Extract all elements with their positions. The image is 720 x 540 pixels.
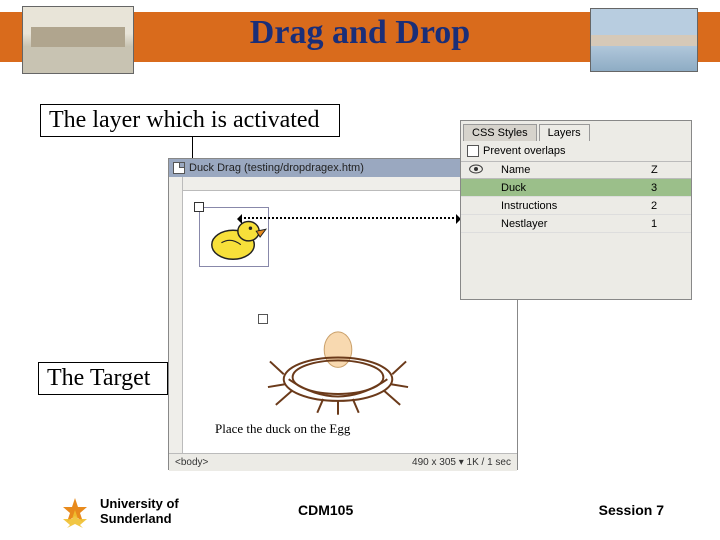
header-photo-left (22, 6, 134, 74)
status-tag[interactable]: <body> (175, 457, 208, 468)
ruler-vertical (169, 177, 183, 453)
layer-z: 1 (651, 218, 691, 230)
university-logo-icon (58, 494, 92, 528)
footer: University of Sunderland CDM105 Session … (0, 492, 720, 532)
status-size: 490 x 305 ▾ 1K / 1 sec (412, 457, 511, 468)
prevent-overlaps-label: Prevent overlaps (483, 145, 566, 157)
header-band: Drag and Drop (0, 6, 720, 68)
tab-layers[interactable]: Layers (539, 124, 590, 141)
tab-css-styles[interactable]: CSS Styles (463, 124, 537, 141)
column-name-header[interactable]: Name (491, 164, 651, 176)
document-icon (173, 162, 185, 174)
annotation-activated-layer: The layer which is activated (40, 104, 340, 137)
nest-layer[interactable] (263, 319, 413, 419)
layer-row-duck[interactable]: Duck 3 (461, 179, 691, 197)
prevent-overlaps-checkbox[interactable] (467, 145, 479, 157)
layer-name: Nestlayer (491, 218, 651, 230)
header-photo-right (590, 8, 698, 72)
eye-icon[interactable] (461, 163, 491, 178)
slide-title: Drag and Drop (250, 14, 470, 52)
layer-handle-icon[interactable] (258, 314, 268, 324)
layer-z: 3 (651, 182, 691, 194)
instruction-text: Place the duck on the Egg (215, 421, 350, 437)
university-name: University of Sunderland (100, 496, 179, 526)
layer-z: 2 (651, 200, 691, 212)
layer-row-instructions[interactable]: Instructions 2 (461, 197, 691, 215)
layers-panel: CSS Styles Layers Prevent overlaps Name … (460, 120, 692, 300)
layer-row-nestlayer[interactable]: Nestlayer 1 (461, 215, 691, 233)
session-number: Session 7 (599, 502, 664, 518)
layer-name: Duck (491, 182, 651, 194)
window-title-text: Duck Drag (testing/dropdragex.htm) (189, 162, 364, 174)
prevent-overlaps-row: Prevent overlaps (461, 141, 691, 161)
column-z-header[interactable]: Z (651, 164, 691, 176)
nest-image (264, 320, 412, 422)
layer-name: Instructions (491, 200, 651, 212)
course-code: CDM105 (298, 502, 353, 518)
pointer-dotted-line (240, 217, 458, 219)
university-line1: University of (100, 496, 179, 511)
panel-tabs: CSS Styles Layers (461, 121, 691, 141)
status-bar: <body> 490 x 305 ▾ 1K / 1 sec (169, 453, 517, 471)
annotation-target: The Target (38, 362, 168, 395)
panel-header: Name Z (461, 161, 691, 179)
university-line2: Sunderland (100, 511, 179, 526)
